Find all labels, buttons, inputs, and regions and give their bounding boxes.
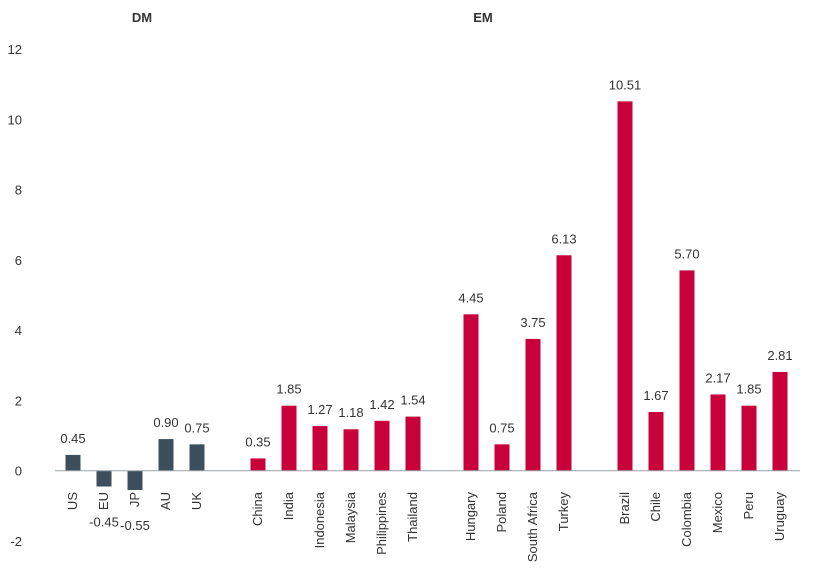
bar-brazil [617,101,633,471]
category-label-uruguay: Uruguay [772,492,787,542]
category-label-mexico: Mexico [710,492,725,533]
value-label-thailand: 1.54 [400,393,425,408]
value-label-indonesia: 1.27 [307,402,332,417]
category-label-malaysia: Malaysia [343,491,358,543]
y-tick-label: 6 [15,253,22,268]
category-label-jp: JP [127,492,142,507]
category-labels: US EU JP AU UK China India Indonesia Malaysia Phi… [65,491,787,562]
category-label-thailand: Thailand [405,492,420,542]
y-tick-label: 10 [8,112,22,127]
y-tick-label: 12 [8,42,22,57]
value-label-india: 1.85 [276,382,301,397]
category-label-brazil: Brazil [617,492,632,525]
bar-colombia [679,270,695,471]
value-labels: 0.45 -0.45 -0.55 0.90 0.75 0.35 1.85 1.27 1.18 1.… [60,77,792,533]
y-tick-label: -2 [10,534,22,549]
value-label-chile: 1.67 [643,388,668,403]
bar-thailand [405,416,421,471]
value-label-hungary: 4.45 [458,290,483,305]
bar-malaysia [343,429,359,471]
value-label-brazil: 10.51 [609,77,642,92]
category-label-hungary: Hungary [463,492,478,542]
category-label-philippines: Philippines [374,492,389,555]
category-label-south-africa: South Africa [525,491,540,562]
bar-indonesia [312,426,328,471]
value-label-mexico: 2.17 [705,370,730,385]
category-label-us: US [65,492,80,510]
bar-uk [189,444,205,471]
y-tick-label: 2 [15,393,22,408]
category-label-china: China [250,491,265,526]
category-label-colombia: Colombia [679,491,694,547]
bar-chile [648,412,664,471]
value-label-china: 0.35 [245,434,270,449]
value-label-turkey: 6.13 [551,231,576,246]
value-label-uk: 0.75 [184,420,209,435]
value-label-peru: 1.85 [736,382,761,397]
value-label-south-africa: 3.75 [520,315,545,330]
category-label-chile: Chile [648,492,663,522]
bar-jp [127,470,143,491]
value-label-poland: 0.75 [489,420,514,435]
bars [65,101,788,491]
category-label-turkey: Turkey [556,492,571,532]
value-label-philippines: 1.42 [369,397,394,412]
value-label-jp: -0.55 [120,518,150,533]
category-label-au: AU [158,492,173,510]
bar-au [158,439,174,471]
value-label-au: 0.90 [153,415,178,430]
category-label-eu: EU [96,492,111,510]
bar-poland [494,444,510,471]
bar-turkey [556,255,572,471]
group-label-em: EM [473,10,493,25]
bar-south-africa [525,338,541,471]
bar-philippines [374,420,390,471]
y-tick-label: 4 [15,323,22,338]
value-label-malaysia: 1.18 [338,405,363,420]
value-label-uruguay: 2.81 [767,348,792,363]
category-label-india: India [281,491,296,520]
value-label-eu: -0.45 [89,515,119,530]
bar-mexico [710,394,726,471]
category-label-poland: Poland [494,492,509,532]
bar-us [65,454,81,471]
group-label-dm: DM [132,10,152,25]
bar-peru [741,405,757,471]
group-labels: DM EM [132,10,493,25]
y-tick-label: 0 [15,464,22,479]
bar-india [281,405,297,471]
category-label-peru: Peru [741,492,756,519]
value-label-us: 0.45 [60,431,85,446]
value-label-colombia: 5.70 [674,246,699,261]
y-tick-label: 8 [15,183,22,198]
y-axis: 12 10 8 6 4 2 0 -2 [8,42,22,549]
bar-uruguay [772,371,788,471]
category-label-indonesia: Indonesia [312,491,327,548]
category-label-uk: UK [189,492,204,510]
bar-china [250,458,266,471]
bar-eu [96,470,112,487]
bar-hungary [463,314,479,471]
